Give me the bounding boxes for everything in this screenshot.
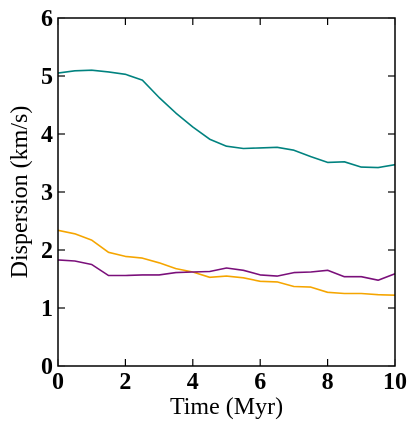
- y-tick-label: 5: [41, 64, 53, 90]
- y-tick-label: 2: [41, 238, 53, 264]
- y-tick-label: 4: [41, 122, 53, 148]
- ticks-layer: 0 2 4 6 8 10 0 1 2 3 4 5 6: [41, 6, 407, 395]
- x-tick-label: 4: [187, 369, 199, 395]
- x-axis-label: Time (Myr): [170, 394, 283, 420]
- series-line-1: [57, 69, 396, 169]
- x-tick-label: 6: [254, 369, 266, 395]
- series-line-2: [57, 229, 396, 296]
- y-tick-label: 1: [41, 296, 53, 322]
- x-tick-label: 2: [119, 369, 131, 395]
- x-tick-label: 10: [383, 369, 407, 395]
- y-tick-label: 3: [41, 180, 53, 206]
- plot-frame: [57, 17, 396, 367]
- y-tick-label: 0: [41, 354, 53, 380]
- y-axis-label: Dispersion (km/s): [7, 106, 33, 279]
- x-tick-label: 0: [52, 369, 64, 395]
- x-tick-label: 8: [322, 369, 334, 395]
- series-layer: [57, 69, 396, 296]
- y-tick-label: 6: [41, 6, 53, 32]
- series-line-3: [57, 259, 396, 282]
